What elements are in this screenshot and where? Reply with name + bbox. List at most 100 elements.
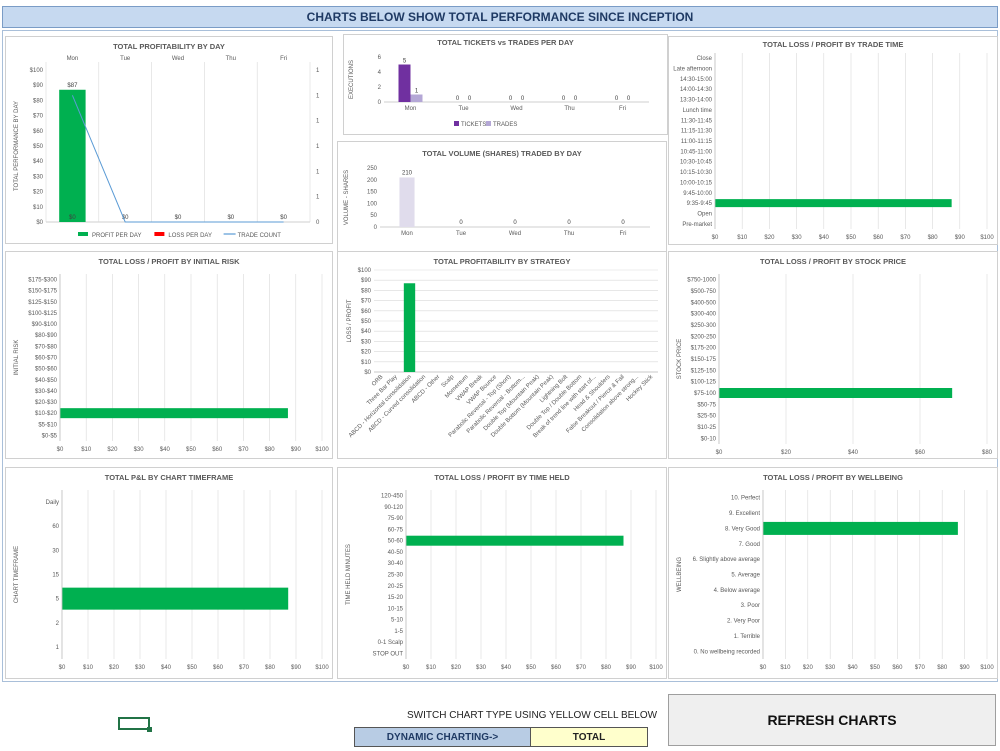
y-tick-label: 9. Excellent [729,511,760,517]
chart-title: TOTAL PROFITABILITY BY STRATEGY [434,257,571,266]
x-tick-label: Fri [619,106,626,112]
x-tick-label: Tue [456,231,467,237]
x-tick-label: $10 [780,665,791,671]
y-tick-label: $400-500 [691,300,717,306]
x-tick-label: $60 [915,450,926,456]
chart-time-held: TOTAL LOSS / PROFIT BY TIME HELD $0 $10 $20… [337,467,667,679]
chart-svg: TOTAL LOSS / PROFIT BY INITIAL RISK $0 $10… [14,257,329,453]
y2-tick-label: 1 [316,169,320,175]
y-axis-title: VOLUME - SHARES [344,170,350,225]
chart-type-selector-cell[interactable]: TOTAL [530,727,648,747]
x-tick-label: ABCD - Horizontal consolidation [348,374,413,439]
y-tick-label: 60-75 [388,527,404,533]
y-tick-label: Lunch time [683,108,713,114]
chart-svg: TOTAL TICKETS vs TRADES PER DAY 0 2 4 6 EXECU… [349,38,649,128]
x-tick-label: $70 [915,665,926,671]
x-tick-label: $40 [819,235,830,241]
y-tick-label: Daily [46,500,59,506]
y-tick-label: $50-75 [697,402,716,408]
data-label: $0 [280,215,287,221]
y-tick-label: $0-$5 [42,433,58,439]
x-tick-label: $50 [526,665,537,671]
x-tick-label: $40 [501,665,512,671]
data-label: 0 [574,96,578,102]
data-label: 0 [562,96,566,102]
y-axis-title: LOSS / PROFIT [347,299,353,342]
y-tick-label: 0. No wellbeing recorded [694,649,760,655]
y-tick-label: $300-400 [691,312,717,318]
x-tick-label: Tue [120,56,131,62]
bar [398,64,411,102]
x-tick-label: $40 [161,665,172,671]
x-tick-label: $60 [212,447,223,453]
y-tick-label: 10:00-10:15 [680,180,713,186]
y-tick-label: $0 [364,370,371,376]
chart-title: TOTAL LOSS / PROFIT BY TIME HELD [434,473,570,482]
x-tick-label: Thu [564,231,574,237]
x-tick-label: $20 [109,665,120,671]
x-tick-label: Wed [510,106,522,112]
y-tick-label: $70-$80 [35,344,58,350]
y-tick-label: $150-$175 [28,289,57,295]
bar [406,535,624,546]
x-tick-label: $40 [848,665,859,671]
y-tick-label: $40 [33,159,44,165]
y-tick-label: 14:30-15:00 [680,77,713,83]
x-tick-label: $40 [848,450,859,456]
x-tick-label: $50 [846,235,857,241]
data-label: 0 [621,220,625,226]
y-tick-label: 120-450 [381,494,404,500]
x-tick-label: $50 [187,665,198,671]
x-tick-label: $90 [291,447,302,453]
bar [715,199,952,208]
chart-trade-time: TOTAL LOSS / PROFIT BY TRADE TIME $0 $10 $2… [668,36,998,245]
x-tick-label: $60 [551,665,562,671]
y-axis-title: EXECUTIONS [349,60,355,99]
y-tick-label: $100 [358,268,372,274]
y-tick-label: $100 [30,68,44,74]
y-tick-label: 50-60 [388,539,404,545]
y-tick-label: 0-1 Scalp [378,640,404,646]
bar [59,89,86,222]
y-tick-label: $80-$90 [35,333,58,339]
y-tick-label: $10-25 [697,425,716,431]
y-tick-label: 5. Average [731,573,760,579]
y-tick-label: 40-50 [388,550,404,556]
y-tick-label: $80 [33,98,44,104]
y-tick-label: 150 [367,190,378,196]
y-tick-label: $50 [33,144,44,150]
chart-svg: TOTAL P&L BY CHART TIMEFRAME $0 $10 $20 $30 $… [14,473,329,671]
chart-svg: TOTAL LOSS / PROFIT BY STOCK PRICE $0 $20 $… [677,257,993,456]
y-tick-label: $50-$60 [35,367,58,373]
y-tick-label: Late afternoon [673,67,712,73]
chart-title: TOTAL LOSS / PROFIT BY WELLBEING [763,473,903,482]
y-tick-label: 15-20 [388,595,404,601]
refresh-charts-button[interactable]: REFRESH CHARTS [668,694,996,746]
chart-strategy: TOTAL PROFITABILITY BY STRATEGY $0 $10 $20 $… [337,251,667,459]
y-axis-title: INITIAL RISK [14,340,20,376]
y-tick-label: 1-5 [394,629,403,635]
chart-svg: TOTAL LOSS / PROFIT BY WELLBEING $0 $10 $20… [677,473,994,671]
y-tick-label: 10:15-10:30 [680,170,713,176]
y-tick-label: 8. Very Good [725,526,760,532]
legend-swatch [486,121,491,126]
x-tick-label: $100 [980,235,994,241]
x-tick-label: $80 [265,447,276,453]
y-tick-label: $25-50 [697,414,716,420]
data-label: 0 [567,220,571,226]
data-label: 0 [509,96,513,102]
page-title: CHARTS BELOW SHOW TOTAL PERFORMANCE SINC… [306,10,694,24]
x-tick-label: $80 [265,665,276,671]
x-tick-label: Mon [401,231,413,237]
y-tick-label: $200-250 [691,334,717,340]
x-tick-label: Thu [226,56,236,62]
data-label: 0 [513,220,517,226]
y-tick-label: $150-175 [691,357,717,363]
x-tick-label: $60 [213,665,224,671]
x-tick-label: $10 [81,447,92,453]
data-label: $0 [122,215,129,221]
bar [62,587,289,610]
y-tick-label: 2 [378,85,382,91]
y-tick-label: $70 [33,114,44,120]
selected-cell[interactable] [118,717,152,732]
